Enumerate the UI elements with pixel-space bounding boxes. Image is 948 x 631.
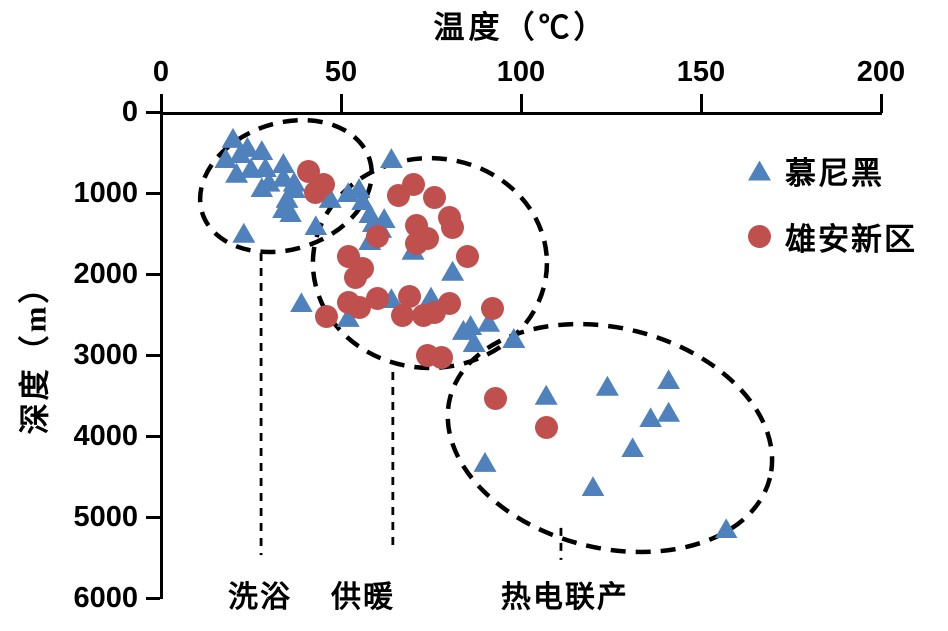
x-tick	[339, 94, 343, 113]
scatter-point-xiongan	[441, 216, 465, 240]
zone-label: 洗浴	[228, 580, 292, 614]
circle-marker-icon	[748, 225, 771, 248]
scatter-point-xiongan	[315, 305, 339, 329]
legend-item-xiongan: 雄安新区	[748, 214, 917, 259]
x-tick-label: 200	[856, 56, 906, 88]
scatter-point-xiongan	[534, 416, 558, 440]
scatter-point-xiongan	[401, 173, 425, 197]
scatter-point-xiongan	[304, 180, 328, 204]
y-tick-label: 3000	[73, 339, 138, 371]
scatter-point-xiongan	[405, 231, 429, 255]
legend-label-munich: 慕尼黑	[785, 156, 884, 191]
legend-label-xiongan: 雄安新区	[785, 222, 917, 257]
x-tick	[519, 94, 523, 113]
scatter-point-xiongan	[347, 295, 371, 319]
scatter-point-xiongan	[484, 387, 508, 411]
scatter-point-xiongan	[390, 303, 414, 327]
x-tick-label: 50	[324, 56, 358, 88]
y-tick-label: 5000	[73, 501, 138, 533]
y-tick	[146, 515, 160, 519]
legend: 慕尼黑 雄安新区	[748, 148, 917, 280]
scatter-point-xiongan	[423, 186, 447, 210]
triangle-marker-icon	[748, 160, 771, 181]
y-tick	[146, 191, 160, 195]
y-tick-label: 2000	[73, 258, 138, 290]
y-tick	[146, 110, 160, 114]
scatter-point-xiongan	[343, 265, 367, 289]
zone-label: 热电联产	[500, 580, 629, 614]
y-tick-label: 6000	[73, 582, 138, 614]
scatter-point-xiongan	[480, 296, 504, 320]
zone-ellipse	[197, 117, 374, 255]
y-tick-label: 0	[121, 96, 138, 128]
zone-ellipse	[310, 155, 550, 371]
zone-ellipse	[445, 321, 775, 555]
x-axis-line	[161, 112, 882, 115]
x-tick	[699, 94, 703, 113]
zone-label: 供暖	[330, 580, 395, 614]
x-tick-label: 0	[152, 56, 170, 88]
scatter-point-xiongan	[365, 286, 389, 310]
x-tick	[879, 94, 883, 113]
scatter-point-xiongan	[423, 300, 447, 324]
x-tick-label: 100	[496, 56, 546, 88]
x-axis-title: 温度（℃）	[433, 10, 609, 45]
scatter-point-xiongan	[430, 345, 454, 369]
y-axis-line	[160, 112, 163, 599]
scatter-point-xiongan	[397, 285, 421, 309]
scatter-point-xiongan	[365, 225, 389, 249]
y-tick	[146, 596, 160, 600]
legend-item-munich: 慕尼黑	[748, 148, 917, 193]
y-tick-label: 1000	[73, 177, 138, 209]
x-tick	[159, 94, 163, 113]
y-tick-label: 4000	[73, 420, 138, 452]
y-tick	[146, 434, 160, 438]
y-tick	[146, 353, 160, 357]
x-tick-label: 150	[676, 56, 726, 88]
y-tick	[146, 272, 160, 276]
scatter-point-xiongan	[455, 245, 479, 269]
